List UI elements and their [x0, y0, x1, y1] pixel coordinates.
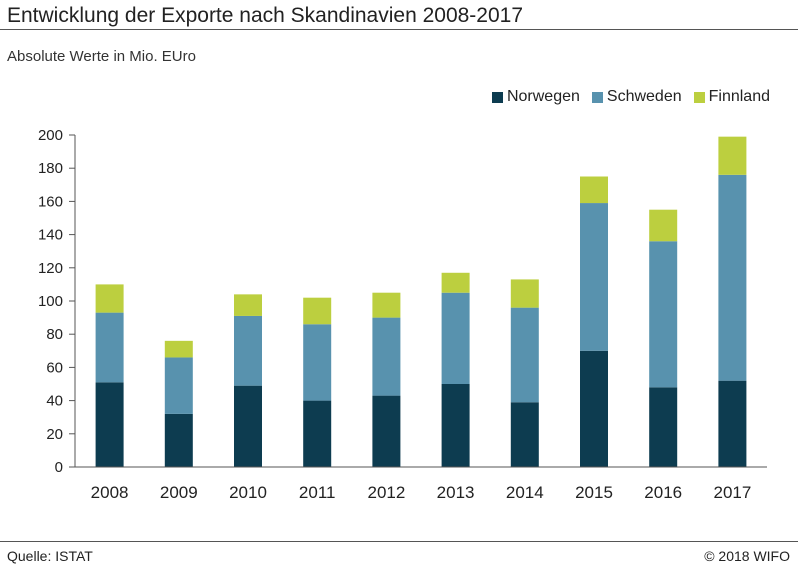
bar-norwegen-2012	[372, 395, 401, 467]
y-tick-label: 200	[38, 127, 63, 144]
y-tick-label: 100	[38, 293, 63, 310]
legend-swatch-finnland	[693, 91, 705, 103]
legend-label-finnland: Finnland	[708, 88, 770, 105]
y-tick-label: 120	[38, 260, 63, 277]
legend: Norwegen Schweden Finnland	[491, 88, 770, 106]
bar-schweden-2008	[95, 312, 124, 383]
legend-item-schweden: Schweden	[591, 88, 682, 106]
bar-schweden-2011	[303, 324, 332, 401]
bar-finnland-2013	[441, 272, 470, 293]
bar-norwegen-2009	[164, 413, 193, 467]
bar-finnland-2011	[303, 297, 332, 325]
y-tick-label: 60	[46, 359, 63, 376]
x-tick-label: 2011	[299, 483, 336, 502]
copyright-note: © 2018 WIFO	[704, 548, 790, 564]
y-tick-label: 40	[46, 393, 63, 410]
bar-schweden-2016	[649, 241, 678, 388]
bar-norwegen-2017	[718, 380, 747, 467]
title-divider	[0, 29, 798, 30]
bar-norwegen-2011	[303, 400, 332, 467]
source-note: Quelle: ISTAT	[7, 548, 93, 564]
bar-schweden-2017	[718, 174, 747, 381]
x-tick-label: 2015	[575, 483, 613, 502]
footer-divider	[0, 541, 798, 542]
legend-label-norwegen: Norwegen	[506, 88, 580, 105]
legend-item-norwegen: Norwegen	[491, 88, 580, 106]
x-tick-label: 2013	[437, 483, 475, 502]
bar-finnland-2008	[95, 284, 124, 313]
chart-subtitle: Absolute Werte in Mio. EUro	[7, 48, 196, 65]
legend-label-schweden: Schweden	[606, 88, 682, 105]
bar-finnland-2017	[718, 136, 747, 175]
bar-finnland-2012	[372, 292, 401, 318]
bar-norwegen-2010	[234, 385, 262, 467]
x-tick-label: 2008	[91, 483, 129, 502]
legend-item-finnland: Finnland	[693, 88, 770, 106]
y-tick-label: 160	[38, 193, 63, 210]
bar-schweden-2014	[510, 307, 539, 403]
y-tick-label: 20	[46, 426, 63, 443]
bar-norwegen-2008	[95, 382, 124, 467]
bar-schweden-2013	[441, 292, 470, 384]
bar-schweden-2012	[372, 317, 401, 396]
y-tick-label: 0	[55, 459, 63, 476]
bar-norwegen-2015	[580, 350, 608, 467]
x-tick-label: 2017	[713, 483, 751, 502]
bar-finnland-2009	[164, 340, 193, 358]
bar-norwegen-2016	[649, 387, 678, 467]
bar-finnland-2016	[649, 209, 678, 242]
bar-finnland-2015	[580, 176, 608, 204]
y-tick-label: 180	[38, 160, 63, 177]
bar-schweden-2015	[580, 203, 608, 351]
legend-swatch-schweden	[591, 91, 603, 103]
x-tick-label: 2014	[506, 483, 544, 502]
bar-finnland-2010	[234, 294, 262, 316]
legend-swatch-norwegen	[491, 91, 503, 103]
x-tick-label: 2016	[644, 483, 682, 502]
bar-schweden-2010	[234, 315, 262, 386]
y-tick-label: 140	[38, 227, 63, 244]
x-tick-label: 2010	[229, 483, 267, 502]
chart-title: Entwicklung der Exporte nach Skandinavie…	[7, 4, 524, 27]
x-tick-label: 2012	[367, 483, 405, 502]
bar-norwegen-2013	[441, 384, 470, 467]
y-tick-label: 80	[46, 326, 63, 343]
bar-schweden-2009	[164, 357, 193, 414]
x-tick-label: 2009	[160, 483, 198, 502]
bar-norwegen-2014	[510, 402, 539, 467]
bar-finnland-2014	[510, 279, 539, 308]
